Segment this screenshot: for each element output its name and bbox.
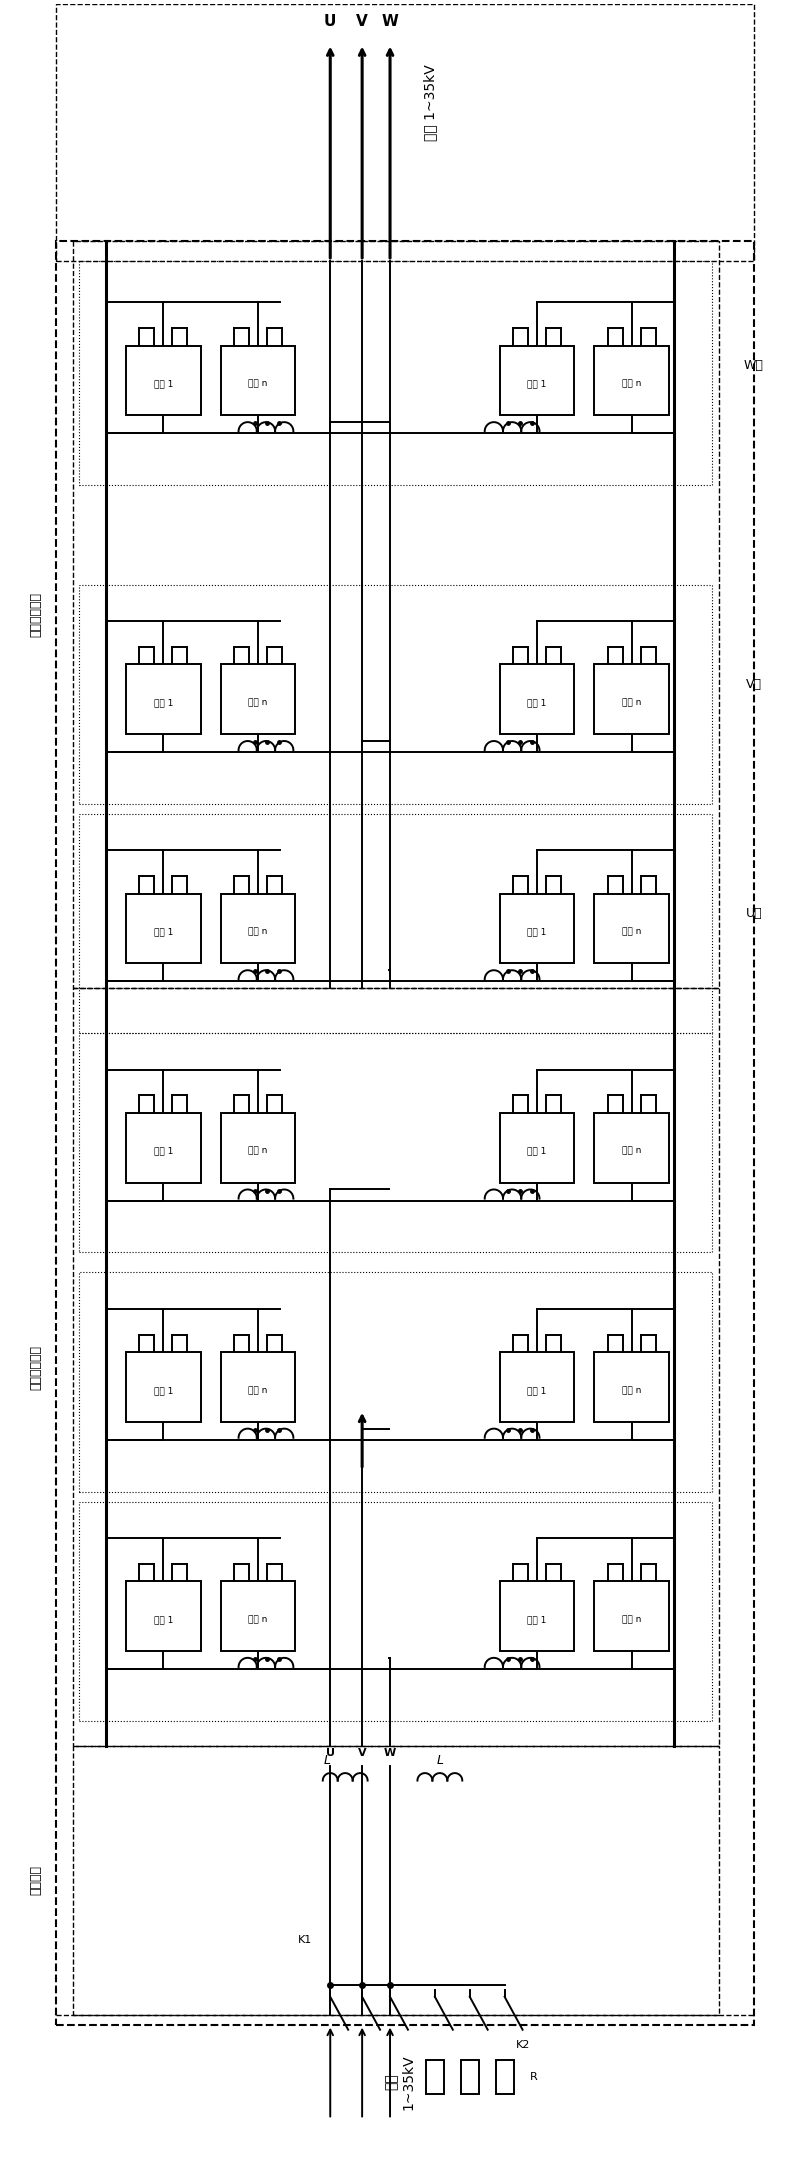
Bar [426,2060,444,2094]
Bar [594,893,669,963]
Text: 单元 n: 单元 n [622,1147,642,1156]
Bar [500,663,574,735]
Text: 输入
1~35kV: 输入 1~35kV [385,2055,415,2109]
Bar [594,1353,669,1422]
Text: 逆变拓扑结构: 逆变拓扑结构 [30,592,42,637]
Bar [73,241,719,989]
Text: U: U [326,1747,334,1758]
Text: 单元 n: 单元 n [248,1147,268,1156]
Text: 单元 n: 单元 n [622,928,642,937]
Text: 单元 n: 单元 n [248,928,268,937]
Bar [221,1112,295,1184]
Text: 整流拓扑结构: 整流拓扑结构 [30,1344,42,1390]
Text: L: L [436,1754,443,1767]
Text: 单元 1: 单元 1 [154,1147,173,1156]
Text: 单元 1: 单元 1 [527,928,546,937]
Text: L: L [324,1754,330,1767]
Bar [221,1353,295,1422]
Bar [79,813,712,1034]
Text: 单元 1: 单元 1 [527,379,546,388]
Bar [79,260,712,486]
Bar [221,663,295,735]
Text: 单元 1: 单元 1 [527,1147,546,1156]
Text: 单元 1: 单元 1 [154,379,173,388]
Bar [126,663,201,735]
Text: 单元 n: 单元 n [622,1615,642,1624]
Bar [126,1353,201,1422]
Text: 单元 n: 单元 n [248,379,268,388]
Text: K2: K2 [515,2040,530,2049]
Bar [594,1112,669,1184]
Text: 单元 1: 单元 1 [154,698,173,707]
Text: U: U [324,13,337,28]
Bar [73,989,719,1745]
Text: 单元 n: 单元 n [622,1385,642,1394]
Text: W: W [382,13,398,28]
Bar [461,2060,478,2094]
Bar [594,345,669,416]
Bar [56,4,754,260]
Text: R: R [530,2073,538,2081]
Bar [126,893,201,963]
Text: 输出 1~35kV: 输出 1~35kV [423,65,437,141]
Bar [79,1502,712,1721]
Bar [221,893,295,963]
Text: 单元 1: 单元 1 [154,1385,173,1394]
Bar [56,241,754,2025]
Text: 充电电路: 充电电路 [30,1864,42,1895]
Bar [79,1034,712,1253]
Bar [594,663,669,735]
Text: K1: K1 [298,1936,313,1945]
Text: V: V [356,13,368,28]
Text: 单元 n: 单元 n [248,698,268,707]
Text: 单元 1: 单元 1 [527,1615,546,1624]
Text: V相: V相 [746,679,762,692]
Bar [594,1580,669,1652]
Bar [496,2060,514,2094]
Text: W相: W相 [744,360,764,373]
Text: 单元 1: 单元 1 [154,1615,173,1624]
Bar [500,345,574,416]
Text: 单元 n: 单元 n [622,698,642,707]
Bar [79,1273,712,1492]
Bar [126,1580,201,1652]
Bar [126,345,201,416]
Bar [73,1745,719,2014]
Text: 单元 n: 单元 n [248,1615,268,1624]
Text: 单元 n: 单元 n [622,379,642,388]
Text: 单元 1: 单元 1 [154,928,173,937]
Bar [221,1580,295,1652]
Bar [221,345,295,416]
Bar [500,1112,574,1184]
Bar [500,893,574,963]
Bar [500,1353,574,1422]
Text: U相: U相 [746,906,762,919]
Text: 单元 1: 单元 1 [527,698,546,707]
Text: 单元 1: 单元 1 [527,1385,546,1394]
Bar [500,1580,574,1652]
Bar [126,1112,201,1184]
Text: 单元 n: 单元 n [248,1385,268,1394]
Text: W: W [384,1747,396,1758]
Text: V: V [358,1747,366,1758]
Bar [79,585,712,804]
